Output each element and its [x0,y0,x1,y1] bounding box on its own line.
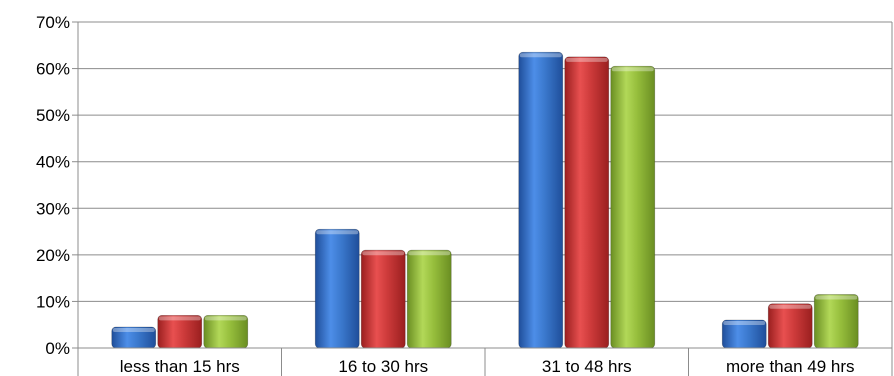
bar-highlight [611,67,654,72]
bar-body [406,249,452,349]
y-tick-label: 30% [36,199,70,218]
bar-body [360,249,406,349]
y-tick-label: 60% [36,60,70,79]
bar-highlight [112,328,155,333]
y-tick-label: 70% [36,13,70,32]
x-axis-categories: less than 15 hrs 16 to 30 hrs 31 to 48 hrs… [120,357,855,376]
bar-highlight [316,230,359,235]
y-tick-label: 50% [36,106,70,125]
bar-body [518,51,564,349]
bar [406,249,452,349]
y-tick-label: 10% [36,292,70,311]
y-tick-label: 20% [36,246,70,265]
bar [314,228,360,349]
bar-highlight [408,251,451,256]
bar-highlight [519,53,562,58]
y-tick-label: 0% [45,339,70,358]
bar [360,249,406,349]
bar [813,294,859,349]
bar-body [610,65,656,349]
bar-body [813,294,859,349]
x-category-label: 16 to 30 hrs [338,357,428,376]
bar [610,65,656,349]
y-axis-ticks: 0% 10% 20% 30% 40% 50% 60% 70% [36,13,78,358]
x-category-label: 31 to 48 hrs [542,357,632,376]
bar [157,314,203,349]
bar-highlight [769,304,812,309]
x-category-label: less than 15 hrs [120,357,240,376]
bar-highlight [815,295,858,300]
bar-highlight [723,321,766,326]
bar [767,303,813,349]
bar-highlight [362,251,405,256]
bar [203,314,249,349]
bar [518,51,564,349]
bar-body [314,228,360,349]
bars [111,51,859,349]
bar-highlight [204,316,247,321]
bar [111,326,157,349]
axes [77,22,893,376]
bar-highlight [565,57,608,62]
bar [564,56,610,349]
gridlines [78,21,892,302]
bar-body [564,56,610,349]
x-category-label: more than 49 hrs [726,357,855,376]
bar-highlight [158,316,201,321]
bar-body [767,303,813,349]
bar [721,319,767,349]
y-tick-label: 40% [36,153,70,172]
